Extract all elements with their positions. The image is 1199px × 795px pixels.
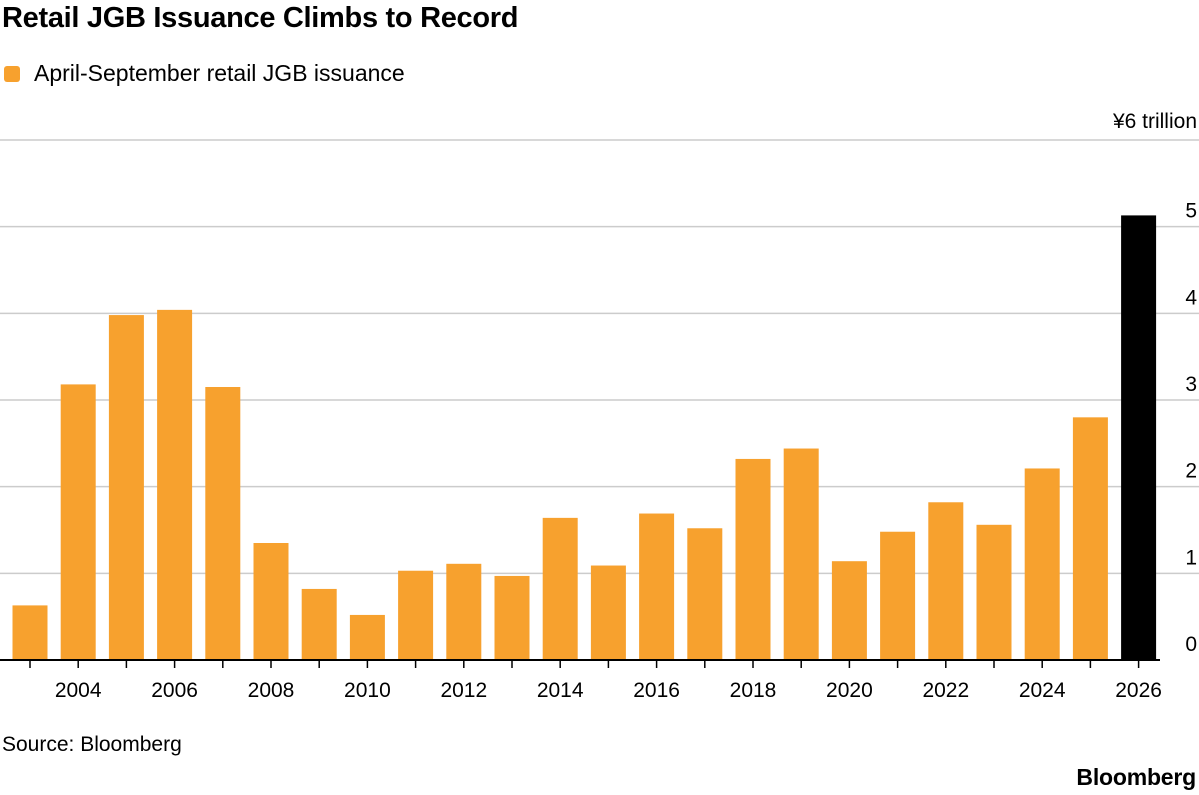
x-tick-label: 2022 (922, 679, 969, 702)
bar (976, 524, 1012, 660)
bar (880, 531, 916, 660)
bar (60, 384, 96, 660)
x-tick-label: 2016 (633, 679, 680, 702)
bar (687, 528, 723, 660)
bar (783, 448, 819, 660)
bar (735, 458, 771, 660)
bar (205, 387, 241, 660)
bar (446, 563, 482, 660)
bar (12, 605, 48, 660)
x-tick-label: 2012 (440, 679, 487, 702)
bar (494, 575, 530, 660)
bar (1072, 417, 1108, 660)
x-tick-label: 2018 (730, 679, 777, 702)
bar (108, 315, 144, 660)
bar (831, 561, 867, 660)
x-tick-label: 2008 (248, 679, 295, 702)
x-tick-label: 2006 (151, 679, 198, 702)
bar-chart: 0 1 2 3 4 5 ¥6 trillion 2004 2006 2008 2010 2012 201… (0, 110, 1199, 702)
chart-title: Retail JGB Issuance Climbs to Record (2, 2, 519, 34)
x-tick-label: 2010 (344, 679, 391, 702)
bar (590, 565, 626, 660)
y-tick-label: 2 (1185, 460, 1197, 483)
brand-logo: Bloomberg (1076, 764, 1196, 790)
y-tick-label: 0 (1185, 633, 1197, 656)
y-tick-label: 1 (1185, 546, 1197, 569)
y-tick-label: 3 (1185, 373, 1197, 396)
bar (542, 517, 578, 660)
bar (253, 543, 289, 660)
x-tick-label: 2024 (1019, 679, 1066, 702)
bar (1024, 468, 1060, 660)
bar (928, 502, 964, 660)
bar (349, 614, 385, 660)
bar (301, 588, 337, 660)
y-unit-label: ¥6 trillion (1112, 110, 1197, 133)
x-tick-label: 2004 (55, 679, 102, 702)
x-tick-label: 2020 (826, 679, 873, 702)
legend-swatch (4, 65, 20, 82)
bar (1121, 215, 1157, 660)
x-tick-label: 2026 (1115, 679, 1162, 702)
y-tick-label: 4 (1185, 286, 1197, 309)
bar (157, 309, 193, 660)
y-tick-label: 5 (1185, 200, 1197, 223)
legend: April-September retail JGB issuance (4, 60, 405, 87)
x-tick-label: 2014 (537, 679, 584, 702)
bar (398, 570, 434, 660)
bar (639, 513, 675, 660)
source-note: Source: Bloomberg (2, 733, 182, 756)
legend-label: April-September retail JGB issuance (34, 60, 405, 86)
